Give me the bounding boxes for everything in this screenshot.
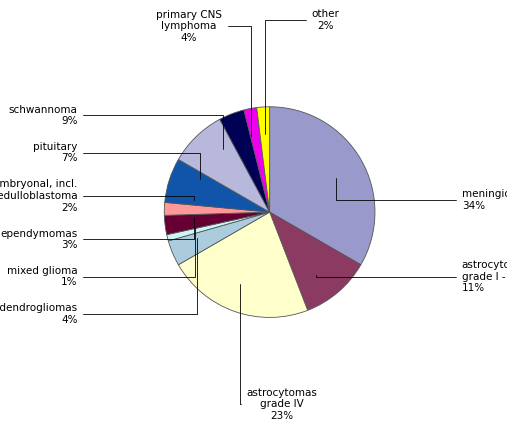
Text: embryonal, incl.
medulloblastoma
2%: embryonal, incl. medulloblastoma 2% — [0, 179, 194, 212]
Wedge shape — [165, 160, 270, 212]
Wedge shape — [178, 212, 308, 317]
Wedge shape — [220, 110, 270, 212]
Wedge shape — [257, 107, 270, 212]
Text: astrocytomas
grade IV
23%: astrocytomas grade IV 23% — [239, 285, 317, 421]
Text: mixed glioma
1%: mixed glioma 1% — [7, 227, 195, 287]
Wedge shape — [178, 119, 270, 212]
Wedge shape — [167, 212, 270, 241]
Text: schwannoma
9%: schwannoma 9% — [9, 104, 223, 149]
Wedge shape — [244, 108, 270, 212]
Text: primary CNS
lymphoma
4%: primary CNS lymphoma 4% — [156, 9, 251, 136]
Text: meningioma
34%: meningioma 34% — [336, 178, 507, 211]
Text: oligodendrogliomas
4%: oligodendrogliomas 4% — [0, 238, 198, 325]
Text: other
2%: other 2% — [265, 9, 339, 134]
Text: ependymomas
3%: ependymomas 3% — [1, 217, 194, 250]
Text: pituitary
7%: pituitary 7% — [33, 142, 200, 179]
Text: astrocytomas
grade I - III
11%: astrocytomas grade I - III 11% — [316, 260, 507, 293]
Wedge shape — [270, 107, 375, 265]
Wedge shape — [164, 212, 270, 235]
Wedge shape — [270, 212, 361, 310]
Wedge shape — [168, 212, 270, 265]
Wedge shape — [164, 203, 270, 215]
